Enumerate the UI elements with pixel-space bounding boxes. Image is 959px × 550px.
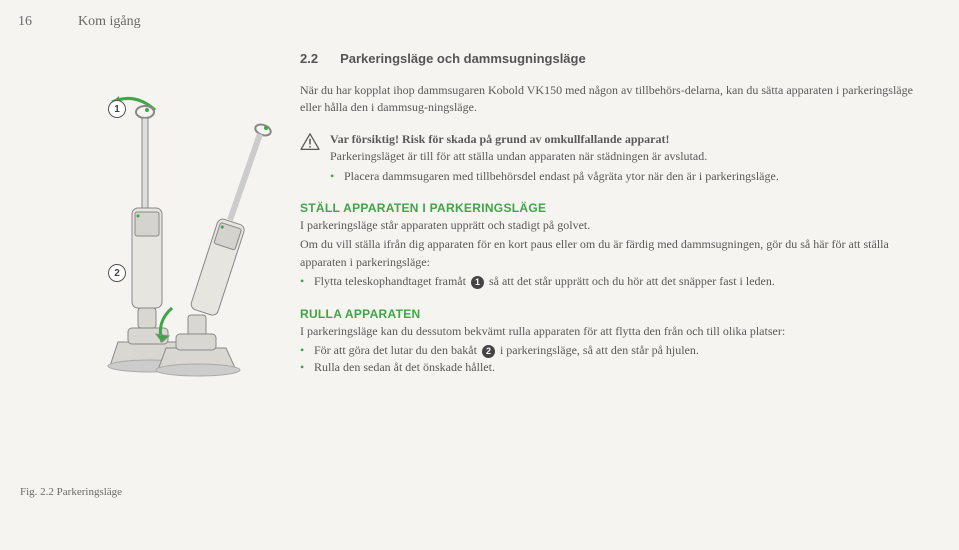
callout-badge-2: 2 [108, 264, 126, 282]
park-bullet-pre: Flytta teleskophandtaget framåt [314, 274, 466, 288]
warning-text: Var försiktig! Risk för skada på grund a… [330, 131, 779, 185]
warning-block: Var försiktig! Risk för skada på grund a… [300, 131, 931, 185]
warning-headline: Var försiktig! Risk för skada på grund a… [330, 132, 670, 146]
roll-line1: I parkeringsläge kan du dessutom bekvämt… [300, 323, 931, 340]
intro-paragraph: När du har kopplat ihop dammsugaren Kobo… [300, 82, 931, 117]
roll-bullet-post: i parkeringsläge, så att den står på hju… [497, 343, 699, 357]
vacuum-illustration [20, 70, 280, 460]
page-number: 16 [18, 14, 78, 30]
inline-badge-2: 2 [482, 345, 495, 358]
figure-caption: Fig. 2.2 Parkeringsläge [20, 486, 122, 498]
park-line1: I parkeringsläge står apparaten upprätt … [300, 217, 931, 234]
warning-line2: Parkeringsläget är till för att ställa u… [330, 149, 707, 163]
park-bullet-post: så att det står upprätt och du hör att d… [486, 274, 775, 288]
roll-bullet-2: Rulla den sedan åt det önskade hållet. [300, 359, 931, 376]
warning-icon [300, 133, 320, 151]
page-header: 16 Kom igång [18, 14, 941, 30]
warning-bullet-list: Placera dammsugaren med tillbehörsdel en… [330, 168, 779, 185]
content-column: 2.2 Parkeringsläge och dammsugningsläge … [300, 50, 931, 377]
park-bullet-list: Flytta teleskophandtaget framåt 1 så att… [300, 273, 931, 290]
roll-heading: RULLA APPARATEN [300, 307, 931, 321]
section-header: 2.2 Parkeringsläge och dammsugningsläge [300, 50, 931, 68]
park-bullet: Flytta teleskophandtaget framåt 1 så att… [300, 273, 931, 290]
inline-badge-1: 1 [471, 276, 484, 289]
roll-bullet-pre: För att göra det lutar du den bakåt [314, 343, 477, 357]
callout-badge-1: 1 [108, 100, 126, 118]
roll-bullet-list: För att göra det lutar du den bakåt 2 i … [300, 342, 931, 377]
section-number: 2.2 [300, 51, 318, 66]
section-title: Parkeringsläge och dammsugningsläge [340, 51, 586, 66]
warning-bullet: Placera dammsugaren med tillbehörsdel en… [330, 168, 779, 185]
park-heading: STÄLL APPARATEN I PARKERINGSLÄGE [300, 201, 931, 215]
figure-area: 1 2 Fig. 2.2 Parkeringsläge [20, 70, 280, 510]
roll-bullet-1: För att göra det lutar du den bakåt 2 i … [300, 342, 931, 359]
park-line2: Om du vill ställa ifrån dig apparaten fö… [300, 236, 931, 271]
page-title: Kom igång [78, 14, 141, 30]
